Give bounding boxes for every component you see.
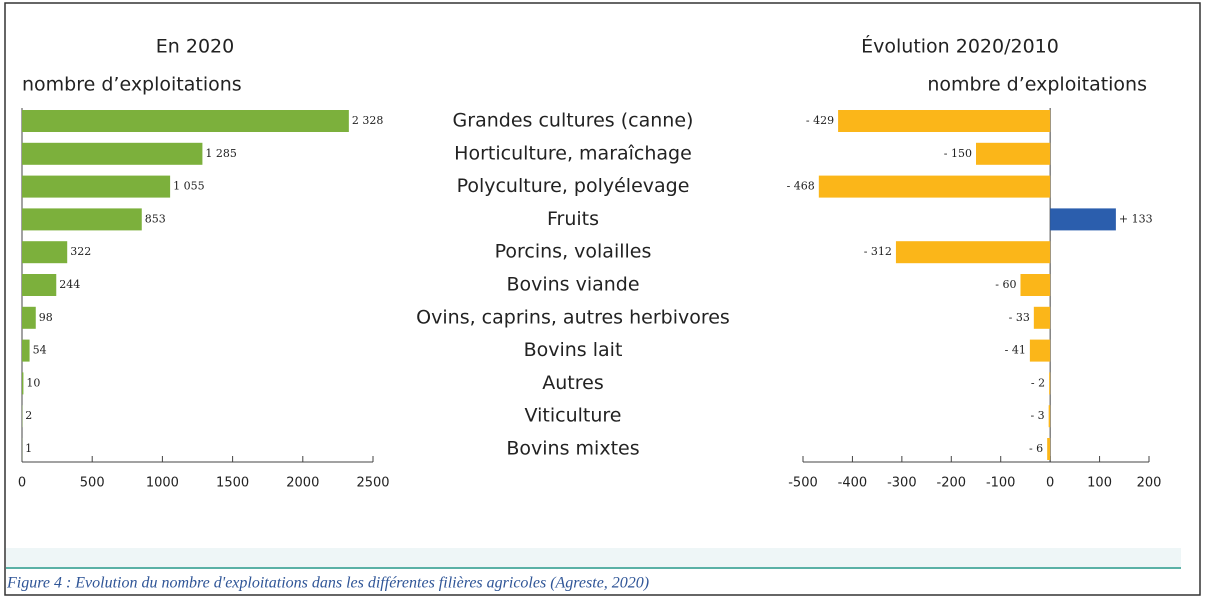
data-label: - 41	[1005, 344, 1026, 357]
bar	[1049, 372, 1051, 395]
bar	[1050, 208, 1116, 231]
category-label: Porcins, volailles	[495, 241, 652, 263]
x-tick-label: 2500	[356, 476, 389, 491]
x-tick-label: 0	[18, 476, 26, 491]
left-subtitle: nombre d’exploitations	[22, 74, 242, 96]
category-label: Grandes cultures (canne)	[453, 110, 694, 132]
x-tick-label: 1000	[146, 476, 179, 491]
bar	[22, 339, 30, 362]
data-label: 54	[33, 344, 47, 357]
category-label: Viticulture	[525, 405, 622, 427]
data-label: - 429	[806, 114, 834, 127]
band	[6, 548, 1181, 568]
x-tick-label: 1500	[216, 476, 249, 491]
bar	[895, 241, 1051, 264]
bar	[22, 274, 57, 296]
x-tick-label: -300	[887, 476, 917, 491]
bar	[976, 142, 1051, 165]
data-label: 98	[39, 311, 53, 324]
bar	[22, 110, 349, 132]
data-label: - 33	[1009, 311, 1030, 324]
x-tick-label: -500	[788, 476, 818, 491]
category-label: Bovins mixtes	[506, 438, 639, 460]
category-label: Bovins viande	[506, 274, 639, 296]
x-tick-label: 0	[1046, 476, 1054, 491]
category-label: Bovins lait	[524, 339, 623, 361]
bar	[22, 372, 24, 395]
caption: Figure 4 : Evolution du nombre d'exploit…	[6, 575, 649, 592]
x-tick-label: 200	[1137, 476, 1162, 491]
category-label: Polyculture, polyélevage	[457, 175, 690, 197]
bar	[838, 110, 1051, 132]
x-tick-label: -400	[838, 476, 868, 491]
x-tick-label: 500	[80, 476, 105, 491]
data-label: 2 328	[352, 114, 384, 127]
bar	[818, 175, 1051, 198]
right-subtitle: nombre d’exploitations	[927, 74, 1147, 96]
data-label: - 312	[864, 245, 892, 258]
data-label: 1 055	[173, 180, 205, 193]
bar	[22, 208, 142, 231]
data-label: 2	[25, 409, 32, 422]
data-label: 853	[145, 212, 166, 225]
category-label: Horticulture, maraîchage	[454, 142, 692, 164]
bar	[22, 241, 68, 264]
data-label: 10	[26, 376, 40, 389]
data-label: - 60	[995, 278, 1016, 291]
data-label: - 6	[1029, 442, 1043, 455]
bar	[1047, 438, 1051, 460]
bar	[22, 306, 36, 329]
data-label: - 150	[944, 147, 972, 160]
bar	[22, 175, 171, 198]
data-label: 322	[70, 245, 91, 258]
data-label: - 468	[787, 180, 815, 193]
data-label: + 133	[1119, 212, 1153, 225]
data-label: 1 285	[205, 147, 237, 160]
frame	[4, 2, 1201, 596]
data-label: - 2	[1031, 376, 1045, 389]
category-label: Fruits	[547, 208, 599, 230]
x-tick-label: 100	[1087, 476, 1112, 491]
data-label: 244	[59, 278, 80, 291]
category-label: Ovins, caprins, autres herbivores	[416, 306, 730, 328]
bar	[1048, 405, 1051, 428]
x-tick-label: -200	[937, 476, 967, 491]
bar	[22, 142, 203, 165]
data-label: 1	[25, 442, 32, 455]
x-tick-label: -100	[986, 476, 1016, 491]
left-title: En 2020	[156, 36, 234, 58]
bar	[1029, 339, 1051, 362]
bar	[1020, 274, 1051, 296]
x-tick-label: 2000	[286, 476, 319, 491]
bar	[1033, 306, 1051, 329]
category-label: Autres	[542, 372, 603, 394]
right-title: Évolution 2020/2010	[861, 35, 1059, 58]
data-label: - 3	[1030, 409, 1044, 422]
